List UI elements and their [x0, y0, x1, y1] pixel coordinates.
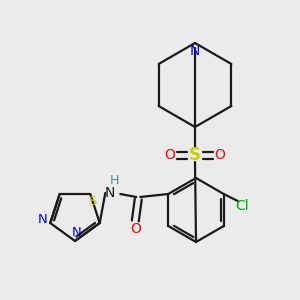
Text: S: S — [88, 196, 97, 208]
Text: O: O — [214, 148, 225, 162]
Text: O: O — [130, 222, 141, 236]
Text: O: O — [165, 148, 176, 162]
Text: S: S — [189, 146, 201, 164]
Text: H: H — [110, 175, 119, 188]
Text: N: N — [105, 186, 116, 200]
Text: N: N — [190, 44, 200, 58]
Text: N: N — [72, 226, 82, 239]
Text: Cl: Cl — [235, 199, 248, 213]
Text: N: N — [38, 212, 47, 226]
